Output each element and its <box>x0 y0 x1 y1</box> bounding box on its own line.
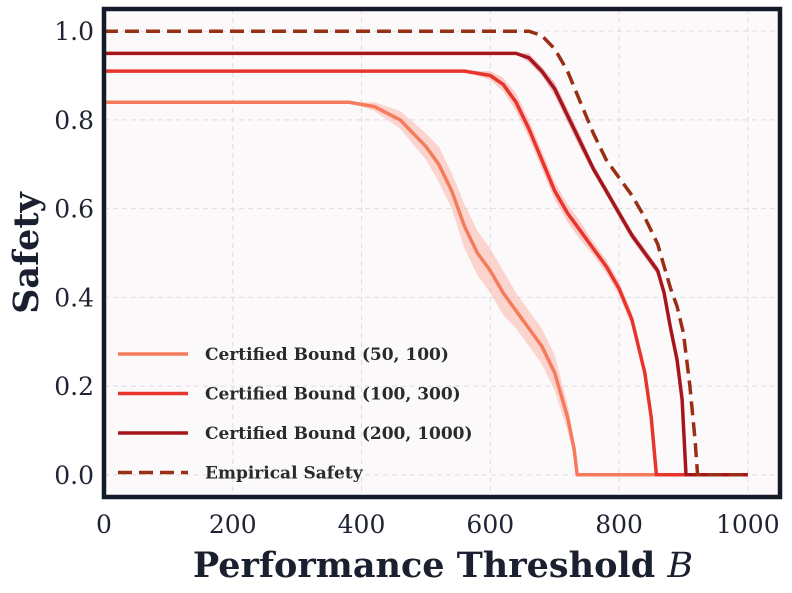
y-tick-label: 1.0 <box>54 17 94 46</box>
legend-label-2: Certified Bound (200, 1000) <box>205 424 473 444</box>
series-line-1 <box>104 69 748 477</box>
x-tick-label: 600 <box>466 510 514 539</box>
x-tick-label: 0 <box>96 510 112 539</box>
series-line-0 <box>104 100 748 477</box>
legend: Certified Bound (50, 100) Certified Bound… <box>118 345 473 484</box>
series-line-3 <box>104 29 748 477</box>
x-tick-label: 1000 <box>716 510 780 539</box>
x-tick-labels: 0 200 400 600 800 1000 <box>96 510 780 539</box>
y-tick-label: 0.0 <box>54 461 94 490</box>
y-tick-label: 0.4 <box>54 283 94 312</box>
legend-label-1: Certified Bound (100, 300) <box>205 385 461 405</box>
y-tick-label: 0.8 <box>54 106 94 135</box>
x-axis-variable: B <box>666 546 693 586</box>
y-tick-labels: 0.0 0.2 0.4 0.6 0.8 1.0 <box>54 17 94 490</box>
plot-frame <box>101 6 783 500</box>
x-tick-label: 200 <box>209 510 257 539</box>
y-tick-label: 0.2 <box>54 372 94 401</box>
legend-label-0: Certified Bound (50, 100) <box>205 345 449 365</box>
series-lines <box>104 29 748 477</box>
x-axis-title: Performance Threshold B <box>193 545 693 586</box>
y-axis-title: Safety <box>6 190 47 313</box>
x-tick-label: 400 <box>338 510 386 539</box>
series-line-2 <box>104 51 748 477</box>
legend-label-3: Empirical Safety <box>205 464 364 484</box>
plot-background <box>104 9 780 497</box>
x-tick-label: 800 <box>595 510 643 539</box>
y-tick-label: 0.6 <box>54 195 94 224</box>
